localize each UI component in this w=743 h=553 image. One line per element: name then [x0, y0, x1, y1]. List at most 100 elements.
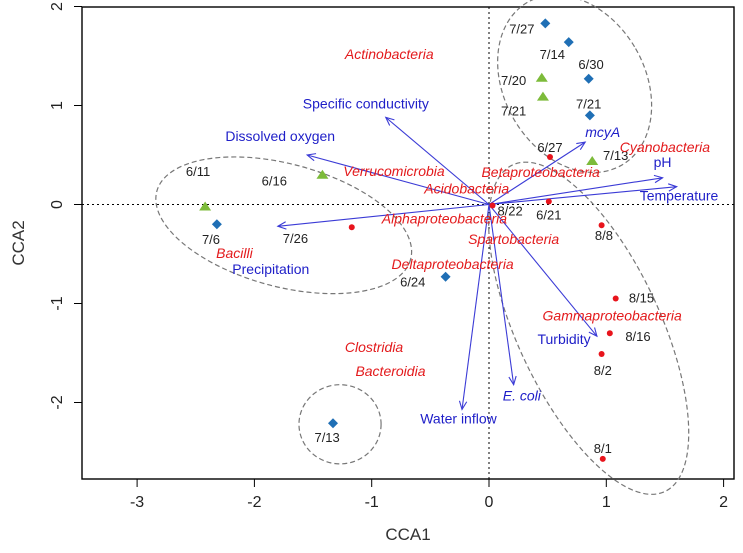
- taxon-label: Deltaproteobacteria: [392, 256, 514, 272]
- vector-arrowhead: [653, 174, 664, 184]
- taxon-label: Alphaproteobacteria: [381, 210, 508, 226]
- y-tick-label: -2: [49, 395, 66, 409]
- y-axis-label: CCA2: [9, 220, 28, 265]
- env-vector-label: Dissolved oxygen: [225, 128, 335, 144]
- vector-arrowhead: [576, 141, 587, 150]
- sample-point-blue: [440, 271, 451, 282]
- sample-label: 8/16: [625, 329, 650, 344]
- x-tick-label: 1: [602, 494, 611, 511]
- sample-point-red: [598, 350, 605, 357]
- y-tick-label: 1: [49, 101, 66, 110]
- y-tick-label: -1: [49, 296, 66, 310]
- sample-label: 6/27: [537, 140, 562, 155]
- sample-label: 7/27: [509, 21, 534, 36]
- sample-label: 7/6: [202, 232, 220, 247]
- reference-lines: [82, 7, 734, 479]
- vector-arrowhead: [458, 400, 468, 411]
- sample-label: 6/30: [578, 57, 603, 72]
- group-ellipses: [155, 0, 690, 495]
- sample-point-green: [316, 169, 329, 179]
- sample-label: 7/26: [283, 231, 308, 246]
- taxon-label: Bacilli: [216, 245, 253, 261]
- taxon-label: Spartobacteria: [468, 231, 559, 247]
- sample-label: 6/16: [262, 174, 287, 189]
- sample-label: 8/22: [497, 203, 522, 218]
- sample-label: 7/20: [501, 73, 526, 88]
- vector-line: [488, 204, 598, 337]
- sample-point-blue: [540, 18, 551, 29]
- taxon-label: Clostridia: [345, 339, 404, 355]
- taxon-label: Acidobacteria: [423, 181, 509, 197]
- sample-label: 7/21: [501, 103, 526, 118]
- sample-point-blue: [584, 110, 595, 121]
- sample-point-red: [489, 202, 496, 209]
- ellipse-bottom: [298, 384, 382, 465]
- sample-label: 8/2: [594, 363, 612, 378]
- y-tick-label: 2: [49, 2, 66, 11]
- taxon-label: Actinobacteria: [344, 46, 434, 62]
- sample-label: 7/21: [576, 97, 601, 112]
- vector-line: [488, 141, 586, 205]
- ellipse-left: [155, 156, 413, 295]
- taxon-label: Gammaproteobacteria: [543, 307, 683, 323]
- sample-point-green: [586, 155, 599, 165]
- sample-point-blue: [211, 219, 222, 230]
- vector-line: [488, 177, 663, 206]
- env-vector-label: mcyA: [585, 124, 620, 140]
- x-tick-label: -1: [365, 494, 379, 511]
- sample-label: 8/8: [595, 228, 613, 243]
- taxon-label: Betaproteobacteria: [481, 164, 600, 180]
- x-tick-label: -3: [130, 494, 144, 511]
- sample-point-blue: [327, 418, 338, 429]
- ellipse-upper-right: [497, 0, 653, 174]
- vector-arrowhead: [276, 221, 287, 230]
- vector-line: [488, 204, 515, 385]
- env-vector-label: Water inflow: [420, 410, 497, 426]
- sample-points: [199, 18, 619, 462]
- sample-label: 6/21: [536, 207, 561, 222]
- x-tick-label: 0: [485, 494, 494, 511]
- sample-point-red: [606, 330, 613, 337]
- taxon-label: Bacteroidia: [355, 363, 425, 379]
- vector-arrowhead: [508, 375, 517, 387]
- sample-point-green: [199, 201, 212, 211]
- taxon-label: Cyanobacteria: [620, 139, 710, 155]
- sample-point-green: [536, 91, 549, 101]
- sample-label: 6/24: [400, 275, 425, 290]
- sample-label: 6/11: [186, 164, 210, 179]
- sample-label: 7/13: [314, 430, 339, 445]
- sample-point-red: [599, 455, 606, 462]
- sample-point-red: [612, 295, 619, 302]
- sample-point-blue: [563, 37, 574, 48]
- x-axis-label: CCA1: [385, 525, 430, 544]
- plot-frame: [81, 6, 735, 480]
- env-vector-label: pH: [654, 154, 672, 170]
- sample-point-red: [546, 153, 553, 160]
- vector-arrowhead: [667, 183, 679, 192]
- vector-line: [307, 154, 490, 206]
- vector-arrowhead: [384, 116, 395, 126]
- vector-arrowhead: [588, 327, 598, 338]
- vector-line: [385, 116, 490, 205]
- env-vector-label: Turbidity: [537, 331, 590, 347]
- sample-label: 7/14: [540, 47, 565, 62]
- ellipse-lower-right: [488, 161, 690, 495]
- sample-point-red: [545, 198, 552, 205]
- env-vectors: [276, 116, 679, 411]
- sample-point-red: [348, 224, 355, 231]
- env-vector-label: E. coli: [503, 388, 542, 404]
- vector-line: [277, 203, 490, 227]
- sample-point-green: [535, 72, 548, 82]
- sample-point-blue: [583, 73, 594, 84]
- y-tick-label: 0: [49, 200, 66, 209]
- vector-line: [461, 204, 490, 410]
- sample-label: 7/13: [603, 148, 628, 163]
- x-tick-label: 2: [719, 494, 728, 511]
- sample-label: 8/1: [594, 441, 612, 456]
- sample-label: 8/15: [629, 291, 654, 306]
- env-vector-label: Temperature: [640, 188, 719, 204]
- vector-line: [488, 186, 677, 206]
- sample-point-red: [598, 222, 605, 229]
